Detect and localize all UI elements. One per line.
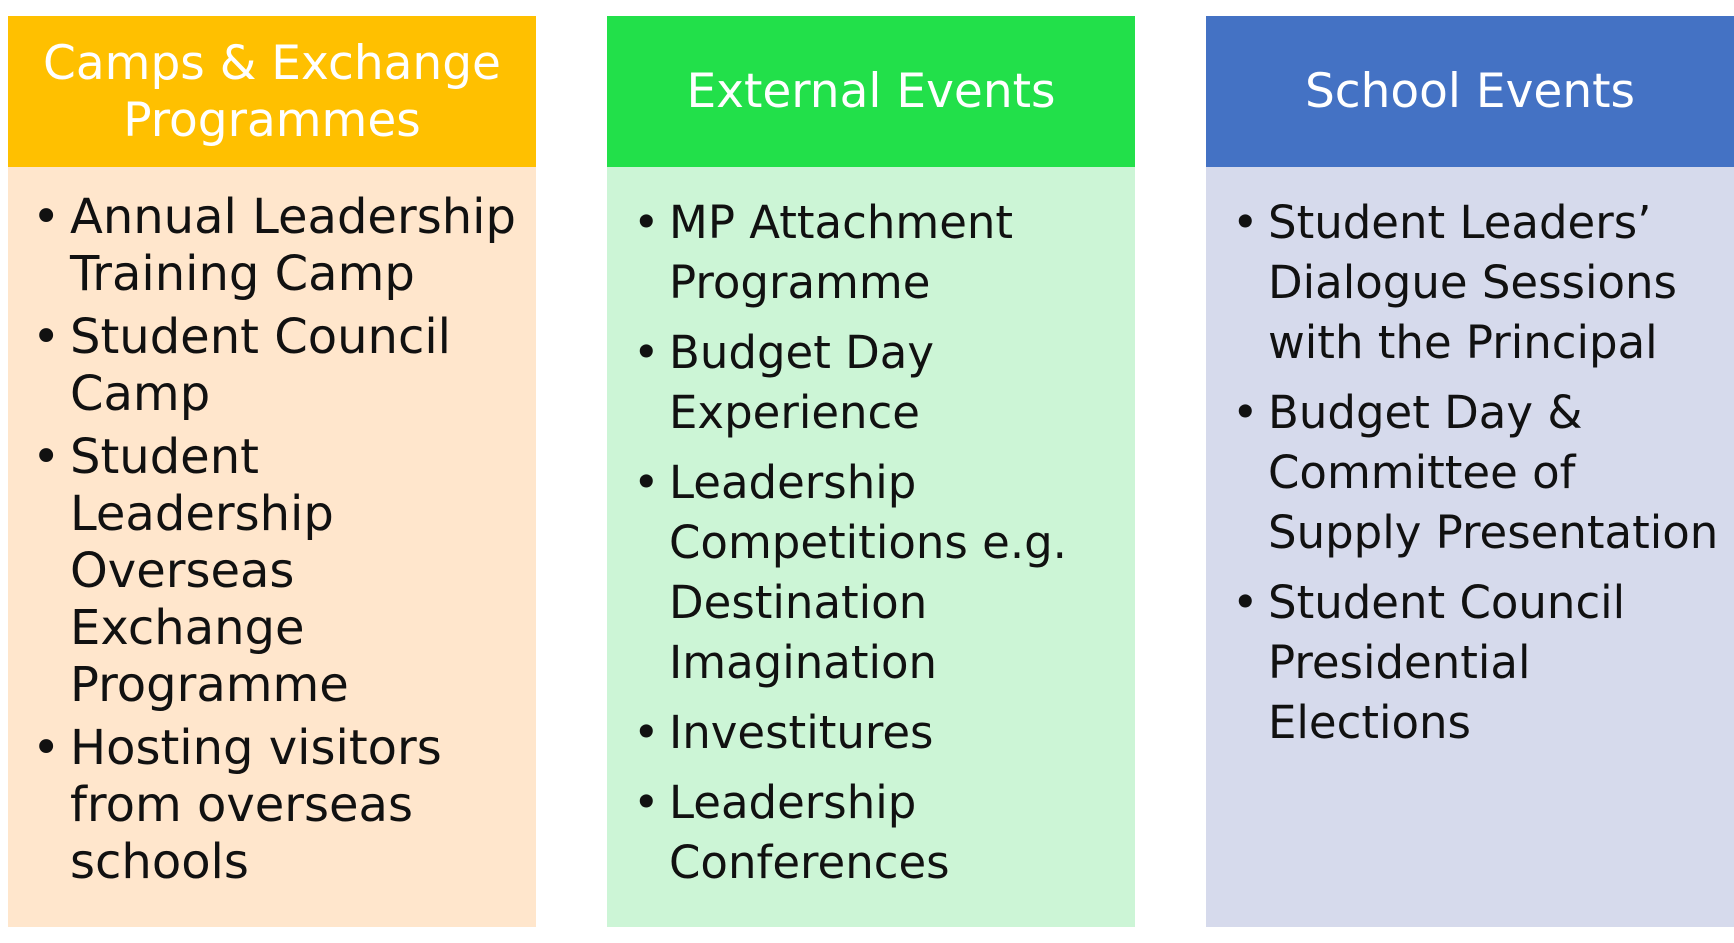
list-item: • MP Attachment Programme xyxy=(607,193,1121,313)
list-item: • Investitures xyxy=(607,703,1121,763)
bullet-icon: • xyxy=(633,456,660,509)
column-title: School Events xyxy=(1304,64,1636,119)
column-external-events: External Events • MP Attachment Programme… xyxy=(607,16,1135,927)
column-body-school-events: • Student Leaders’ Dialogue Sessions with… xyxy=(1206,167,1734,927)
column-body-camps-exchange: • Annual Leadership Training Camp • Studen… xyxy=(8,167,536,927)
bullet-list: • MP Attachment Programme • Budget Day Exp… xyxy=(607,193,1121,893)
list-item: • Budget Day & Committee of Supply Presen… xyxy=(1206,383,1720,563)
bullet-icon: • xyxy=(633,706,660,759)
column-body-external-events: • MP Attachment Programme • Budget Day Exp… xyxy=(607,167,1135,927)
column-header-school-events: School Events xyxy=(1206,16,1734,167)
list-item-text: Student Council Camp xyxy=(70,309,451,422)
bullet-list: • Annual Leadership Training Camp • Studen… xyxy=(8,189,516,891)
bullet-icon: • xyxy=(1232,196,1259,249)
list-item-text: Leadership Competitions e.g. Destination… xyxy=(669,456,1067,689)
list-item: • Leadership Conferences xyxy=(607,773,1121,893)
column-header-camps-exchange: Camps & Exchange Programmes xyxy=(8,16,536,167)
list-item: • Student Leadership Overseas Exchange Pr… xyxy=(8,429,516,714)
bullet-icon: • xyxy=(633,326,660,379)
column-header-external-events: External Events xyxy=(607,16,1135,167)
list-item-text: Leadership Conferences xyxy=(669,776,950,889)
list-item-text: Budget Day & Committee of Supply Present… xyxy=(1268,386,1719,559)
column-title: Camps & Exchange Programmes xyxy=(43,35,501,148)
list-item: • Leadership Competitions e.g. Destinatio… xyxy=(607,453,1121,693)
list-item: • Student Council Presidential Elections xyxy=(1206,573,1720,753)
bullet-icon: • xyxy=(1232,386,1259,439)
list-item: • Hosting visitors from overseas schools xyxy=(8,720,516,891)
list-item: • Student Leaders’ Dialogue Sessions with… xyxy=(1206,193,1720,373)
list-item-text: Investitures xyxy=(669,706,934,759)
column-school-events: School Events • Student Leaders’ Dialogue… xyxy=(1206,16,1734,927)
column-camps-exchange: Camps & Exchange Programmes • Annual Lead… xyxy=(8,16,536,927)
column-title: External Events xyxy=(686,64,1056,119)
bullet-icon: • xyxy=(633,776,660,829)
list-item-text: MP Attachment Programme xyxy=(669,196,1014,309)
bullet-list: • Student Leaders’ Dialogue Sessions with… xyxy=(1206,193,1720,753)
list-item-text: Hosting visitors from overseas schools xyxy=(70,720,442,890)
bullet-icon: • xyxy=(32,720,61,776)
bullet-icon: • xyxy=(32,429,61,485)
list-item: • Annual Leadership Training Camp xyxy=(8,189,516,303)
list-item-text: Student Council Presidential Elections xyxy=(1268,576,1626,749)
bullet-icon: • xyxy=(32,189,61,245)
bullet-icon: • xyxy=(1232,576,1259,629)
bullet-icon: • xyxy=(32,309,61,365)
list-item-text: Student Leadership Overseas Exchange Pro… xyxy=(70,429,349,713)
list-item: • Budget Day Experience xyxy=(607,323,1121,443)
list-item-text: Student Leaders’ Dialogue Sessions with … xyxy=(1268,196,1677,369)
list-item-text: Budget Day Experience xyxy=(669,326,935,439)
list-item-text: Annual Leadership Training Camp xyxy=(70,189,516,302)
bullet-icon: • xyxy=(633,196,660,249)
list-item: • Student Council Camp xyxy=(8,309,516,423)
